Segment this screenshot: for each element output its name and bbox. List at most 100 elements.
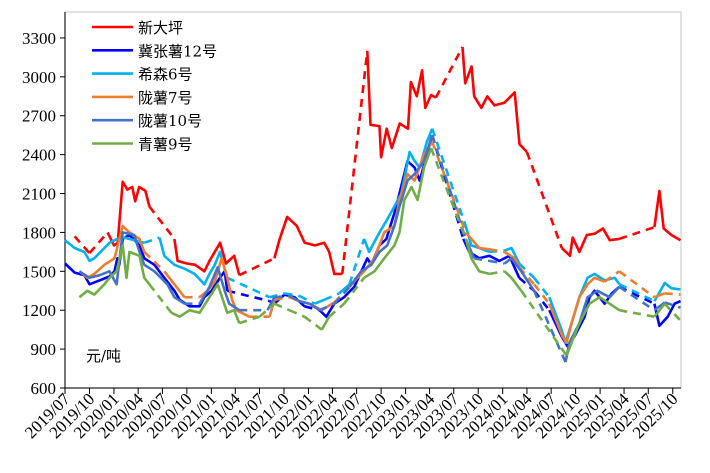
series-gap-dashed — [429, 147, 467, 240]
series-gap-dashed — [430, 141, 467, 233]
series-line-segment — [366, 50, 437, 159]
series-line-segment — [503, 270, 523, 292]
series-line-segment — [64, 236, 145, 263]
series-gap-dashed — [303, 315, 323, 331]
series-line-segment — [348, 134, 434, 288]
series-gap-dashed — [518, 262, 535, 279]
series-gap-dashed — [474, 257, 490, 263]
series-line-segment — [78, 231, 186, 305]
series-gap-dashed — [618, 285, 656, 312]
y-tick-label: 3300 — [22, 29, 56, 48]
y-tick-label: 1800 — [22, 223, 56, 242]
series-gap-dashed — [430, 128, 467, 227]
y-tick-label: 3000 — [22, 68, 56, 87]
series-line-segment — [461, 46, 528, 153]
legend-label: 青薯9号 — [138, 136, 193, 154]
series-gap-dashed — [489, 270, 505, 276]
series-gap-dashed — [525, 151, 564, 249]
series-gap-dashed — [227, 289, 270, 303]
y-tick-label: 2700 — [22, 107, 56, 126]
legend-label: 陇薯7号 — [138, 89, 193, 107]
legend-label: 希森6号 — [138, 66, 193, 84]
y-tick-label: 900 — [31, 340, 57, 359]
series-gap-dashed — [258, 302, 276, 318]
unit-label: 元/吨 — [86, 347, 121, 365]
series-line-segment — [266, 296, 276, 311]
series-gap-dashed — [274, 295, 290, 302]
series-gap-dashed — [664, 292, 681, 296]
legend-label: 陇薯10号 — [138, 112, 202, 130]
series-line-segment — [78, 244, 151, 299]
series-gap-dashed — [663, 302, 682, 322]
series-gap-dashed — [88, 231, 109, 255]
series-gap-dashed — [430, 134, 467, 240]
series-gap-dashed — [618, 283, 655, 303]
series-gap-dashed — [603, 270, 621, 283]
y-tick-label: 600 — [31, 379, 57, 398]
series-gap-dashed — [333, 286, 351, 305]
series-gap-dashed — [304, 305, 320, 312]
series-gap-dashed — [323, 292, 340, 302]
series-line-segment — [314, 298, 325, 305]
series-line-segment — [158, 237, 229, 286]
y-tick-label: 2100 — [22, 185, 56, 204]
series-line-segment — [338, 283, 351, 295]
series-line-segment — [653, 189, 682, 242]
series-gap-dashed — [328, 302, 345, 318]
series-line-segment — [504, 246, 521, 265]
series-lines — [64, 46, 682, 363]
series-gap-dashed — [148, 205, 176, 240]
series-gap-dashed — [273, 302, 290, 312]
series-line-segment — [163, 270, 186, 299]
series-gap-dashed — [274, 294, 290, 299]
series-gap-dashed — [238, 257, 275, 277]
series-line-segment — [653, 299, 682, 328]
series-line-segment — [653, 301, 666, 312]
y-tick-label: 1500 — [22, 262, 56, 281]
series-gap-dashed — [226, 276, 271, 299]
series-line-segment — [170, 282, 241, 324]
series-gap-dashed — [73, 235, 91, 255]
series-line-segment — [288, 294, 321, 312]
series-line-segment — [464, 231, 490, 251]
series-6 — [78, 147, 682, 357]
series-gap-dashed — [434, 46, 464, 99]
series-gap-dashed — [533, 283, 551, 305]
series-line-segment — [548, 276, 606, 344]
series-gap-dashed — [238, 315, 260, 325]
series-line-segment — [564, 286, 621, 363]
series-line-segment — [106, 180, 151, 247]
series-line-segment — [320, 316, 331, 331]
series-gap-dashed — [284, 292, 300, 298]
series-gap-dashed — [343, 277, 366, 305]
series-line-segment — [268, 299, 276, 318]
series-line-segment — [503, 256, 536, 292]
y-tick-label: 1200 — [22, 301, 56, 320]
series-gap-dashed — [148, 283, 173, 314]
series-gap-dashed — [269, 292, 285, 299]
series-gap-dashed — [619, 308, 655, 318]
series-2 — [64, 134, 682, 348]
series-gap-dashed — [340, 50, 369, 275]
series-line-segment — [653, 281, 681, 302]
series-5 — [78, 134, 681, 363]
series-gap-dashed — [348, 238, 366, 285]
series-line-segment — [64, 233, 229, 308]
y-tick-label: 2400 — [22, 146, 56, 165]
series-gap-dashed — [489, 247, 505, 254]
series-line-segment — [173, 238, 241, 276]
series-1 — [73, 46, 682, 277]
series-line-segment — [560, 227, 620, 258]
series-gap-dashed — [298, 294, 316, 305]
legend-label: 冀张薯12号 — [138, 42, 217, 60]
series-gap-dashed — [664, 301, 681, 309]
series-line-segment — [653, 292, 666, 299]
series-line-segment — [363, 147, 433, 279]
series-gap-dashed — [533, 276, 551, 299]
series-line-segment — [464, 238, 490, 276]
y-ticks: 600 900 1200 1500 1800 2100 2400 2700 3000 3300 — [22, 29, 65, 398]
series-line-segment — [565, 295, 621, 357]
series-gap-dashed — [143, 236, 160, 245]
series-gap-dashed — [618, 225, 655, 241]
